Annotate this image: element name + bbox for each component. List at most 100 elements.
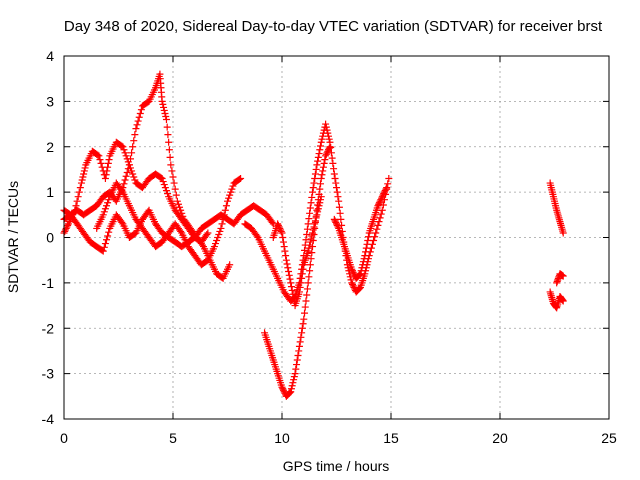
data-point [311,220,319,228]
data-point [364,233,372,241]
data-point [317,175,325,183]
data-point [347,276,355,284]
data-point [118,142,126,150]
data-point [319,163,327,171]
data-point [313,161,321,169]
data-point [317,196,325,204]
x-tick-label: 15 [383,430,399,446]
y-tick-label: 0 [46,230,54,246]
data-point [306,238,314,246]
data-point [101,205,109,213]
data-point [348,267,356,275]
data-point [78,176,86,184]
data-point [314,208,322,216]
data-point [376,214,384,222]
data-point [166,153,174,161]
series-track-k [553,270,567,287]
data-point [228,185,236,193]
data-point [311,175,319,183]
data-point [303,225,311,233]
data-point [120,146,128,154]
data-point [308,193,316,201]
data-point [287,279,295,287]
x-tick-label: 10 [274,430,290,446]
data-point [314,205,322,213]
data-point [300,315,308,323]
y-tick-label: -3 [42,366,55,382]
data-point [104,163,112,171]
data-points [60,70,567,400]
data-point [357,267,365,275]
data-point [304,220,312,228]
data-point [304,279,312,287]
data-point [306,267,314,275]
y-tick-label: 1 [46,184,54,200]
data-point [105,196,113,204]
data-point [174,200,182,208]
data-point [284,264,292,272]
data-point [362,248,370,256]
data-point [171,185,179,193]
data-point [308,249,316,257]
data-point [73,197,81,205]
data-point [377,210,385,218]
data-point [104,159,112,167]
data-point [330,170,338,178]
data-point [294,351,302,359]
data-point [348,265,356,273]
data-point [221,206,229,214]
data-point [281,247,289,255]
data-point [333,221,341,229]
data-point [325,135,333,143]
data-point [293,361,301,369]
data-point [317,138,325,146]
plot-frame [63,55,610,420]
data-point [318,135,326,143]
data-point [325,132,333,140]
data-point [105,156,113,164]
data-point [325,146,333,154]
data-point [122,152,130,160]
data-point [295,347,303,355]
data-point [121,149,129,157]
data-point [164,131,172,139]
data-point [328,154,336,162]
data-point [159,178,167,186]
data-point [125,161,133,169]
data-point [298,329,306,337]
data-point [374,221,382,229]
data-point [371,233,379,241]
data-point [375,199,383,207]
data-point [124,158,132,166]
data-point [302,236,310,244]
data-point [310,179,318,187]
data-point [376,197,384,205]
data-point [229,182,237,190]
data-point [286,389,294,397]
data-point [280,388,288,396]
data-point [159,100,167,108]
data-point [210,243,218,251]
y-tick-label: 3 [46,93,54,109]
data-point [361,252,369,260]
data-point [359,258,367,266]
data-point [350,283,358,291]
data-point [290,373,298,381]
data-point [298,270,306,278]
data-point [296,283,304,291]
x-tick-label: 25 [601,430,617,446]
data-point [317,193,325,201]
data-point [378,194,386,202]
data-point [559,297,567,305]
data-point [303,291,311,299]
data-point [306,241,314,249]
data-point [76,184,84,192]
data-point [332,179,340,187]
data-point [279,234,287,241]
data-point [274,220,282,228]
data-point [129,143,137,151]
data-point [285,268,293,276]
axis-ticks: 0 5 10 15 20 25 -4 -3 -2 -1 0 1 2 3 4 [42,48,617,446]
data-point [103,167,111,175]
data-point [309,229,317,237]
